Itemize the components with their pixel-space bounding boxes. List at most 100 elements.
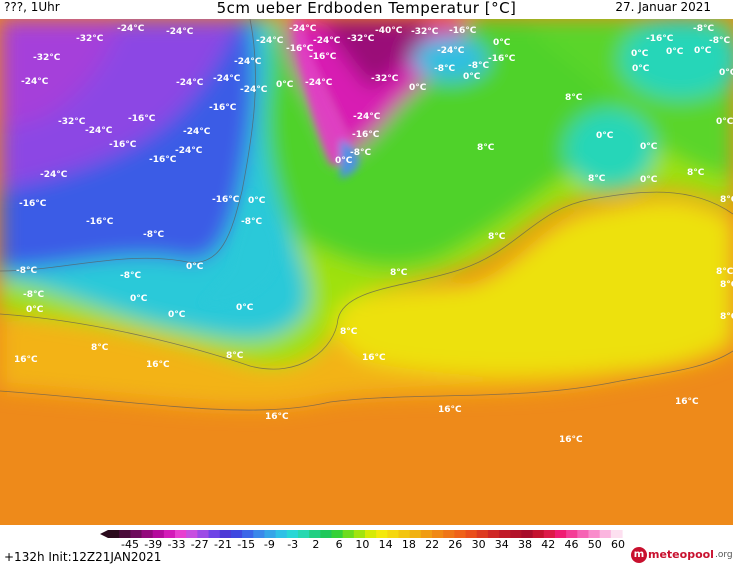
temperature-label: -40°C — [375, 26, 403, 36]
colorbar-tick-label: -3 — [287, 538, 298, 549]
colorbar-cell — [286, 530, 299, 538]
colorbar-cell — [521, 530, 534, 538]
temperature-label: -8°C — [434, 64, 455, 74]
temperature-label: 0°C — [631, 49, 649, 59]
colorbar-cell — [253, 530, 266, 538]
colorbar: -45 -39 -33 -27 -21 -15 -9 -3 2 6 10 14 18 22 26 30 34 38… — [100, 530, 625, 549]
temperature-label: 0°C — [186, 262, 204, 272]
temperature-label: 0°C — [719, 68, 733, 78]
colorbar-cell — [577, 530, 590, 538]
temperature-label: -16°C — [19, 199, 47, 209]
temperature-label: -24°C — [289, 24, 317, 34]
temperature-label: 0°C — [26, 305, 44, 315]
colorbar-tick-label: 50 — [588, 538, 602, 549]
temperature-label: 8°C — [226, 351, 244, 361]
colorbar-cell — [108, 530, 120, 538]
temperature-label: -8°C — [23, 290, 44, 300]
colorbar-cell — [152, 530, 165, 538]
temperature-label: -24°C — [437, 46, 465, 56]
temperature-label: -16°C — [109, 140, 137, 150]
colorbar-cell — [342, 530, 355, 538]
brand-name: meteopool — [648, 548, 714, 561]
temperature-map[interactable]: -24°C -24°C -24°C -40°C -32°C -16°C -8°C -32°C -… — [0, 19, 733, 525]
temperature-label: -16°C — [212, 195, 240, 205]
temperature-label: -24°C — [175, 146, 203, 156]
temperature-label: -24°C — [353, 112, 381, 122]
colorbar-cell — [487, 530, 500, 538]
colorbar-cell — [387, 530, 400, 538]
temperature-label: 0°C — [640, 175, 658, 185]
temperature-label: -8°C — [143, 230, 164, 240]
temperature-label: 0°C — [463, 72, 481, 82]
colorbar-tick-label: 14 — [379, 538, 393, 549]
temperature-label: -16°C — [149, 155, 177, 165]
colorbar-cell — [376, 530, 388, 538]
colorbar-cell — [275, 530, 288, 538]
colorbar-tick-label: 18 — [402, 538, 416, 549]
colorbar-tick-label: 26 — [448, 538, 462, 549]
colorbar-cell — [398, 530, 411, 538]
temperature-label: 16°C — [362, 353, 386, 363]
temperature-label: 8°C — [91, 343, 109, 353]
temperature-label: 0°C — [493, 38, 511, 48]
temperature-label: 0°C — [596, 131, 614, 141]
colorbar-cell — [566, 530, 578, 538]
temperature-label: 8°C — [588, 174, 606, 184]
temperature-label: 16°C — [675, 397, 699, 407]
colorbar-tick-label: -15 — [237, 538, 255, 549]
colorbar-cell — [208, 530, 221, 538]
temperature-label: -8°C — [16, 266, 37, 276]
colorbar-cell — [331, 530, 344, 538]
temperature-label: -24°C — [85, 126, 113, 136]
temperature-label: 0°C — [276, 80, 294, 90]
temperature-label: 16°C — [14, 355, 38, 365]
colorbar-tick-label: 38 — [518, 538, 532, 549]
colorbar-cell — [365, 530, 377, 538]
temperature-label: -32°C — [347, 34, 375, 44]
temperature-label: -16°C — [488, 54, 516, 64]
temperature-label: 8°C — [720, 280, 733, 290]
temperature-label: -24°C — [40, 170, 68, 180]
colorbar-cell — [465, 530, 478, 538]
colorbar-tick-label: 2 — [312, 538, 319, 549]
temperature-label: -24°C — [305, 78, 333, 88]
model-run-label: +132h Init:12Z21JAN2021 — [4, 550, 162, 564]
temperature-label: 8°C — [488, 232, 506, 242]
colorbar-cell — [499, 530, 511, 538]
colorbar-tick-label: -45 — [121, 538, 139, 549]
colorbar-cell — [264, 530, 277, 538]
temperature-label: 0°C — [335, 156, 353, 166]
temperature-label: 16°C — [559, 435, 583, 445]
colorbar-cell — [409, 530, 422, 538]
colorbar-cell — [230, 530, 243, 538]
m-logo-icon: m — [631, 547, 647, 563]
colorbar-cell — [219, 530, 232, 538]
temperature-label: -32°C — [411, 27, 439, 37]
colorbar-cell — [510, 530, 523, 538]
colorbar-cells — [100, 530, 623, 538]
temperature-label: -8°C — [350, 148, 371, 158]
temperature-label: 0°C — [168, 310, 186, 320]
colorbar-cell — [197, 530, 210, 538]
colorbar-cell — [297, 530, 310, 538]
temperature-labels: -24°C -24°C -24°C -40°C -32°C -16°C -8°C-32°C -… — [14, 24, 733, 445]
temperature-label: 8°C — [720, 195, 733, 205]
colorbar-cell — [175, 530, 187, 538]
temperature-label: 8°C — [565, 93, 583, 103]
temperature-label: 8°C — [716, 267, 733, 277]
temperature-label: -24°C — [256, 36, 284, 46]
temperature-label: 8°C — [340, 327, 358, 337]
colorbar-cell — [454, 530, 467, 538]
colorbar-cell — [309, 530, 321, 538]
temperature-label: 16°C — [265, 412, 289, 422]
map-header: ???, 1Uhr 5cm ueber Erdboden Temperatur … — [0, 0, 733, 19]
colorbar-cell — [610, 530, 623, 538]
colorbar-cell — [353, 530, 366, 538]
temperature-label: -8°C — [693, 24, 714, 34]
valid-time-label: ???, 1Uhr — [4, 0, 60, 14]
colorbar-tick-label: 46 — [565, 538, 579, 549]
map-footer: -45 -39 -33 -27 -21 -15 -9 -3 2 6 10 14 18 22 26 30 34 38… — [0, 525, 733, 566]
temperature-label: -8°C — [709, 36, 730, 46]
temperature-label: -24°C — [166, 27, 194, 37]
